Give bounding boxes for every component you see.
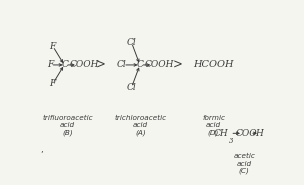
Text: COOH: COOH: [70, 60, 99, 69]
Text: COOH: COOH: [145, 60, 174, 69]
Text: trifluoroacetic
acid
(B): trifluoroacetic acid (B): [42, 115, 93, 136]
Text: 3: 3: [229, 137, 234, 145]
Text: H: H: [256, 129, 263, 138]
Text: >: >: [95, 58, 105, 71]
Text: Cl: Cl: [126, 83, 136, 92]
Text: F: F: [49, 42, 55, 51]
Text: Cl: Cl: [116, 60, 126, 69]
Text: HCOOH: HCOOH: [193, 60, 234, 69]
Text: acetic
acid
(C): acetic acid (C): [233, 153, 255, 174]
Text: >: >: [173, 58, 183, 71]
Text: C: C: [137, 60, 144, 69]
Text: CH: CH: [214, 129, 229, 138]
Text: Cl: Cl: [126, 38, 136, 47]
Text: ’: ’: [40, 151, 42, 160]
Text: C: C: [62, 60, 68, 69]
Text: formic
acid
(D): formic acid (D): [202, 115, 225, 136]
Text: COO: COO: [236, 129, 257, 138]
Text: F: F: [47, 60, 53, 69]
Text: trichloroacetic
acid
(A): trichloroacetic acid (A): [114, 115, 167, 136]
Text: F: F: [49, 79, 55, 88]
